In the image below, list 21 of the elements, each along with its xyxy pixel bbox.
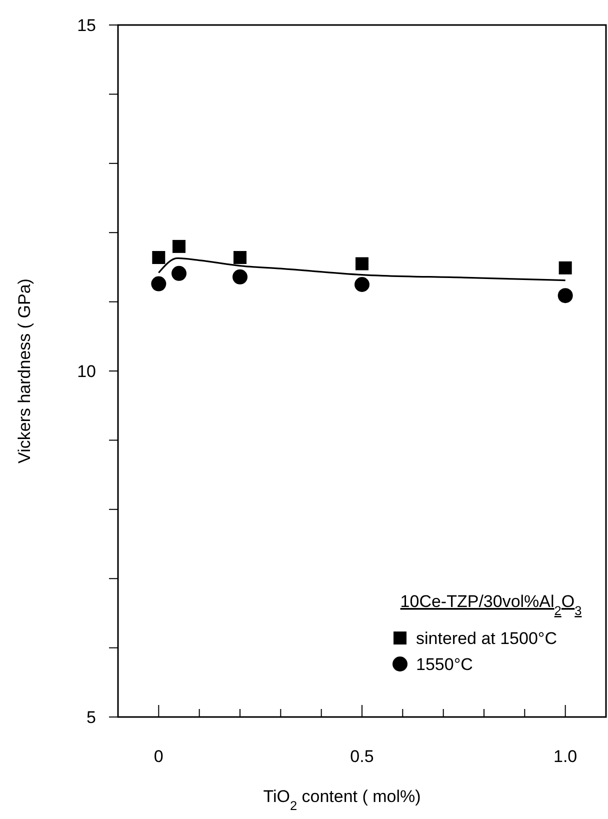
legend-label: 1550°C	[416, 655, 473, 674]
point	[152, 251, 166, 264]
x-tick-label: 1.0	[554, 747, 578, 766]
y-tick-label: 5	[86, 708, 96, 727]
legend-title: 10Ce-TZP/30vol%Al$_{2}$O$_{3}$	[400, 592, 582, 618]
x-axis-title: TiO$_{2}$ content ( mol%)	[263, 787, 421, 812]
point	[172, 266, 186, 281]
point	[232, 269, 248, 284]
y-axis-title: Vickers hardness ( GPa)	[15, 278, 34, 464]
point	[172, 240, 186, 253]
point	[356, 257, 368, 270]
y-tick-label: 15	[77, 16, 96, 35]
point	[234, 251, 246, 264]
point	[354, 277, 370, 292]
point	[558, 288, 573, 304]
x-tick-label: 0.5	[350, 747, 374, 766]
x-tick-label: 0	[154, 747, 164, 766]
point	[151, 276, 166, 292]
point	[558, 261, 572, 274]
legend-label: sintered at 1500°C	[416, 629, 557, 648]
y-tick-label: 10	[77, 362, 96, 381]
